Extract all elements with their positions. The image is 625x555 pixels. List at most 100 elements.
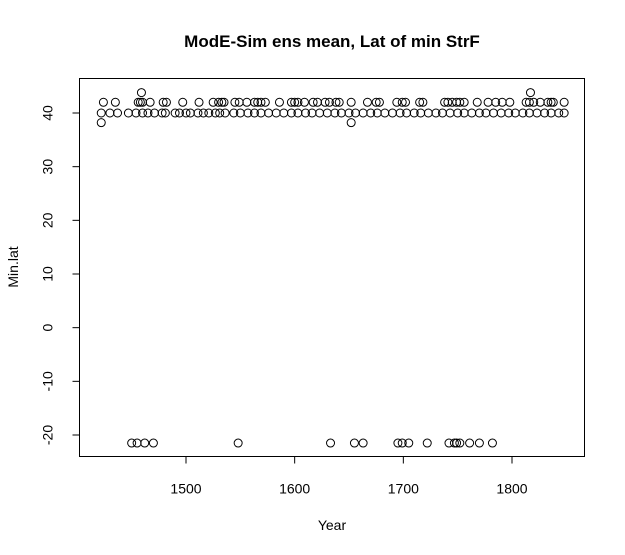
data-point [554, 108, 564, 118]
data-point [145, 97, 155, 107]
data-point [198, 108, 208, 118]
data-point [371, 97, 381, 107]
data-point [532, 108, 542, 118]
x-tick-label: 1500 [170, 481, 201, 497]
data-point [548, 97, 558, 107]
data-point [366, 108, 376, 118]
data-point [299, 97, 309, 107]
data-point [161, 97, 171, 107]
data-point [465, 438, 475, 448]
chart-title: ModE-Sim ens mean, Lat of min StrF [184, 32, 480, 51]
data-point [455, 97, 465, 107]
data-point [393, 438, 403, 448]
data-point [529, 97, 539, 107]
data-point [233, 438, 243, 448]
data-point [230, 97, 240, 107]
data-point [220, 108, 230, 118]
data-point [96, 108, 106, 118]
data-point [358, 438, 368, 448]
data-point [443, 97, 453, 107]
data-point [113, 108, 123, 118]
y-tick-label: 10 [40, 266, 56, 282]
data-point [401, 97, 411, 107]
data-point [110, 97, 120, 107]
data-point [344, 108, 354, 118]
data-point [279, 108, 289, 118]
data-point [256, 97, 266, 107]
y-tick-label: 0 [40, 324, 56, 332]
data-point [330, 108, 340, 118]
data-point [491, 97, 501, 107]
data-point [210, 108, 220, 118]
data-point [496, 108, 506, 118]
data-point [131, 108, 141, 118]
data-point [143, 108, 153, 118]
data-point [96, 118, 106, 128]
data-point [395, 108, 405, 118]
data-point [290, 97, 300, 107]
data-point [315, 108, 325, 118]
data-point [524, 97, 534, 107]
data-point [264, 108, 274, 118]
data-point [193, 108, 203, 118]
data-point [249, 108, 259, 118]
data-point [415, 97, 425, 107]
y-tick-label: 30 [40, 159, 56, 175]
data-point [243, 108, 253, 118]
data-point [422, 438, 432, 448]
data-point [140, 438, 150, 448]
data-point [98, 97, 108, 107]
data-points [96, 88, 569, 448]
data-point [543, 97, 553, 107]
data-point [453, 108, 463, 118]
data-point [135, 97, 145, 107]
y-axis: -20 -10 0 10 20 30 40 [40, 105, 80, 445]
data-point [324, 97, 334, 107]
data-point [445, 108, 455, 118]
data-point [274, 97, 284, 107]
data-point [467, 108, 477, 118]
data-point [334, 97, 344, 107]
data-point [392, 97, 402, 107]
data-point [504, 108, 514, 118]
data-point [138, 108, 148, 118]
data-point [181, 108, 191, 118]
data-point [455, 438, 465, 448]
data-point [472, 97, 482, 107]
data-point [474, 438, 484, 448]
data-point [286, 108, 296, 118]
data-point [380, 108, 390, 118]
y-tick-label: 20 [40, 212, 56, 228]
data-point [322, 108, 332, 118]
y-tick-label: -20 [40, 425, 56, 445]
data-point [518, 108, 528, 118]
data-point [397, 97, 407, 107]
data-point [157, 108, 167, 118]
data-point [474, 108, 484, 118]
data-point [105, 108, 115, 118]
x-tick-label: 1800 [496, 481, 527, 497]
x-tick-label: 1700 [388, 481, 419, 497]
data-point [459, 97, 469, 107]
x-axis: 1500 1600 1700 1800 [170, 456, 528, 497]
data-point [320, 97, 330, 107]
data-point [194, 97, 204, 107]
data-point [559, 108, 569, 118]
data-point [293, 97, 303, 107]
data-point [489, 108, 499, 118]
data-point [170, 108, 180, 118]
data-point [404, 438, 414, 448]
data-point [123, 108, 133, 118]
data-point [346, 97, 356, 107]
data-point [148, 438, 158, 448]
data-point [158, 97, 168, 107]
data-point [540, 108, 550, 118]
data-point [301, 108, 311, 118]
data-point [487, 438, 497, 448]
data-point [217, 97, 227, 107]
data-point [133, 97, 143, 107]
y-tick-label: 40 [40, 105, 56, 121]
data-point [132, 438, 142, 448]
y-tick-label: -10 [40, 371, 56, 391]
